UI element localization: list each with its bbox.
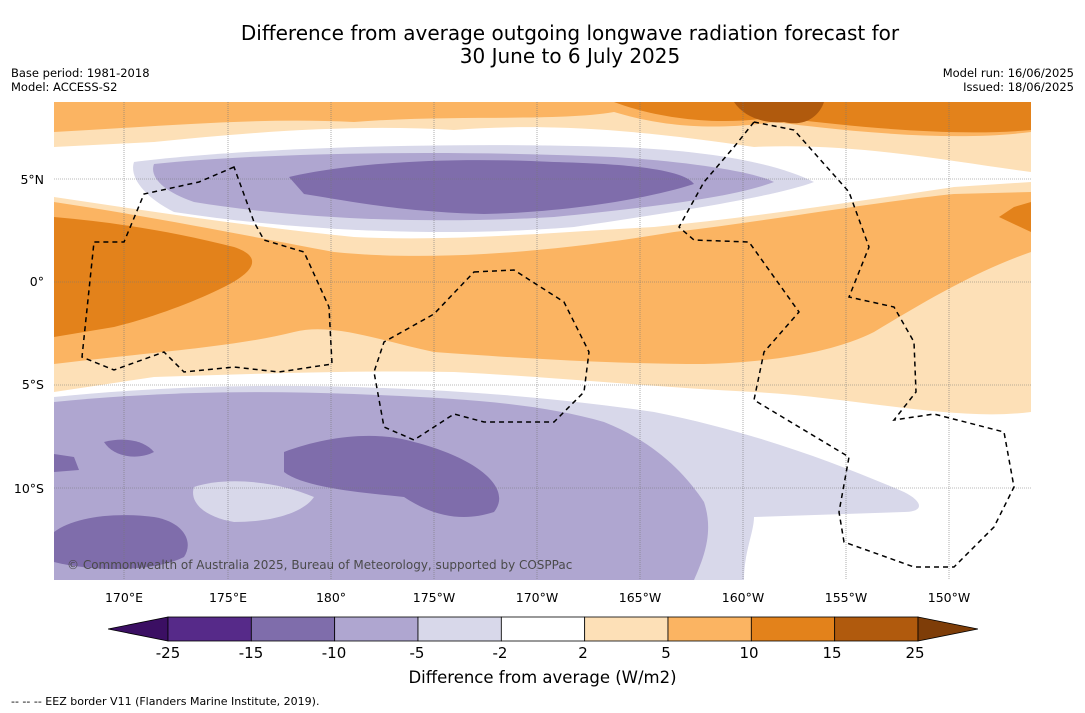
patch-east-dark-orange xyxy=(999,202,1031,232)
lat-label-10s: 10°S xyxy=(13,481,44,496)
colorbar-segment xyxy=(250,616,336,642)
lon-label-150w: 150°W xyxy=(927,590,971,605)
colorbar-tick-9: 25 xyxy=(905,644,925,662)
anomaly-map xyxy=(54,102,1031,580)
model-run-date: Model run: 16/06/2025 xyxy=(942,66,1074,80)
colorbar-tick-3: -5 xyxy=(409,644,425,662)
colorbar xyxy=(108,616,978,642)
map-svg xyxy=(54,102,1031,580)
colorbar-segment xyxy=(834,616,919,642)
colorbar-tick-2: -10 xyxy=(321,644,347,662)
colorbar-tick-4: -2 xyxy=(492,644,508,662)
lat-label-0: 0° xyxy=(29,274,44,289)
run-info: Model run: 16/06/2025 Issued: 18/06/2025 xyxy=(943,66,1074,94)
gridlines xyxy=(54,102,1031,580)
patch-south-mid-purple-4 xyxy=(54,515,188,569)
title-line-2: 30 June to 6 July 2025 xyxy=(459,44,681,68)
lon-label-180: 180° xyxy=(315,590,347,605)
eez-borders xyxy=(81,121,1015,568)
colorbar-under xyxy=(108,616,169,642)
issued-date: Issued: 18/06/2025 xyxy=(963,80,1074,94)
lon-label-160w: 160°W xyxy=(721,590,765,605)
lon-label-175w: 175°W xyxy=(412,590,456,605)
colorbar-segment xyxy=(584,616,669,642)
colorbar-label: Difference from average (W/m2) xyxy=(408,668,677,687)
lon-label-175e: 175°E xyxy=(208,590,247,605)
band-north-mid-purple xyxy=(289,160,694,214)
patch-south-mid-purple-3 xyxy=(54,454,79,472)
copyright-text: © Commonwealth of Australia 2025, Bureau… xyxy=(67,558,573,572)
lat-label-5s: 5°S xyxy=(21,377,44,392)
eez-legend-note: -- -- -- EEZ border V11 (Flanders Marine… xyxy=(11,695,320,708)
colorbar-segment xyxy=(167,616,252,642)
band-north-dark-orange xyxy=(614,102,1031,133)
colorbar-segment xyxy=(500,616,586,642)
base-period: Base period: 1981-2018 xyxy=(11,66,150,80)
model-name: Model: ACCESS-S2 xyxy=(11,80,118,94)
colorbar-tick-7: 10 xyxy=(739,644,759,662)
colorbar-segments xyxy=(167,616,919,642)
lon-label-155w: 155°W xyxy=(824,590,868,605)
colorbar-segment xyxy=(417,616,502,642)
band-north-darkest xyxy=(734,102,824,124)
band-equator-dark-orange xyxy=(54,217,253,337)
lon-label-170w: 170°W xyxy=(515,590,559,605)
map-title: Difference from average outgoing longwav… xyxy=(0,22,1085,68)
colorbar-segment xyxy=(334,616,419,642)
lat-label-5n: 5°N xyxy=(20,172,44,187)
colorbar-segment xyxy=(750,616,836,642)
colorbar-tick-1: -15 xyxy=(238,644,264,662)
lon-label-165w: 165°W xyxy=(618,590,662,605)
colorbar-tick-0: -25 xyxy=(155,644,181,662)
colorbar-over xyxy=(917,616,978,642)
patch-south-mid-purple-1 xyxy=(284,435,500,517)
colorbar-tick-6: 5 xyxy=(661,644,671,662)
patch-south-mid-purple-2 xyxy=(104,439,154,457)
model-info: Base period: 1981-2018 Model: ACCESS-S2 xyxy=(11,66,150,94)
colorbar-tick-8: 15 xyxy=(822,644,842,662)
title-line-1: Difference from average outgoing longwav… xyxy=(240,21,900,45)
colorbar-segment xyxy=(667,616,752,642)
band-equator-orange xyxy=(54,192,1031,364)
lon-label-170e: 170°E xyxy=(104,590,143,605)
colorbar-tick-5: 2 xyxy=(578,644,588,662)
patch-south-light-1 xyxy=(193,481,314,522)
